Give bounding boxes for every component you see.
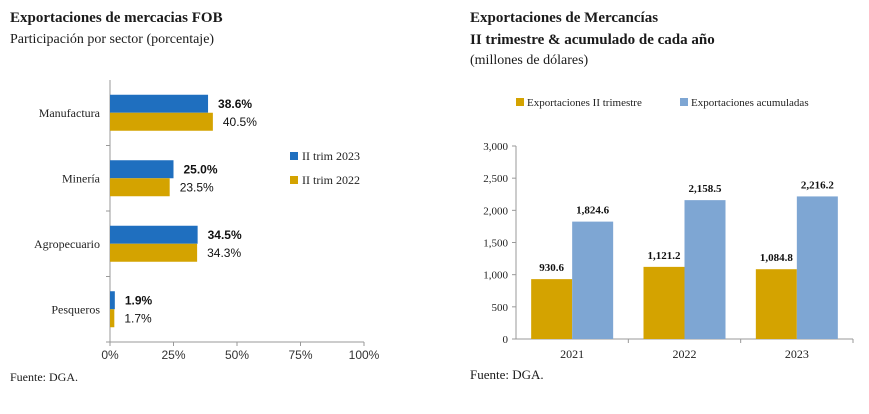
legend-label: II trim 2022	[302, 173, 360, 187]
right-chart-title: Exportaciones de Mercancías	[470, 10, 659, 26]
legend-label: II trim 2023	[302, 149, 360, 163]
bar	[572, 221, 614, 339]
data-label: 34.5%	[208, 228, 242, 242]
left-chart-subtitle: Participación por sector (porcentaje)	[10, 32, 215, 47]
data-label: 1.9%	[125, 293, 153, 307]
data-label: 40.5%	[223, 115, 257, 129]
data-label: 25.0%	[184, 162, 218, 176]
category-label: 2021	[560, 347, 584, 361]
sector-share-chart: 0% 25% 50% 75% 100% Manufactura 38.6% 40.5% Mine…	[34, 80, 380, 362]
x-tick-label: 50%	[225, 348, 249, 362]
bar	[110, 225, 198, 244]
bar	[110, 160, 174, 179]
data-label: 1,824.6	[576, 205, 610, 217]
y-tick-label: 0	[503, 334, 509, 346]
bar	[110, 112, 213, 131]
bar	[755, 269, 797, 339]
category-label: Agropecuario	[34, 237, 100, 251]
left-source-note: Fuente: DGA.	[10, 370, 78, 384]
y-tick-label: 500	[492, 302, 509, 314]
data-label: 38.6%	[218, 97, 252, 111]
right-source-note: Fuente: DGA.	[470, 367, 544, 382]
data-label: 23.5%	[180, 180, 214, 194]
bar	[796, 196, 838, 339]
bar	[110, 178, 170, 197]
data-label: 1,121.2	[648, 250, 682, 262]
data-label: 2,158.5	[689, 183, 723, 195]
bar	[684, 200, 726, 339]
bar	[110, 243, 198, 262]
right-chart-panel: Exportaciones de Mercancías II trimestre…	[440, 0, 869, 414]
x-tick-label: 75%	[288, 348, 312, 362]
right-chart-title-line2: II trimestre & acumulado de cada año	[470, 32, 715, 48]
legend-swatch	[516, 98, 524, 106]
data-label: 1.7%	[124, 311, 152, 325]
x-tick-label: 25%	[161, 348, 185, 362]
exports-quarterly-chart: 0 500 1,000 1,500 2,000 2,500 3,000 2021 930.6 1,…	[483, 97, 854, 361]
x-tick-label: 0%	[101, 348, 119, 362]
right-chart-units: (millones de dólares)	[470, 53, 589, 68]
y-tick-label: 3,000	[483, 141, 508, 153]
legend-swatch	[290, 176, 298, 184]
data-label: 1,084.8	[760, 252, 794, 264]
category-label: 2023	[785, 347, 809, 361]
legend-swatch	[290, 152, 298, 160]
category-label: Manufactura	[39, 106, 101, 120]
data-label: 930.6	[539, 262, 564, 274]
y-tick-label: 2,500	[483, 173, 508, 185]
data-label: 2,216.2	[801, 179, 835, 191]
bar	[110, 309, 115, 328]
left-chart-panel: Exportaciones de mercacias FOB Participa…	[0, 0, 430, 414]
legend-label: Exportaciones II trimestre	[527, 97, 642, 109]
bar	[110, 291, 115, 310]
category-label: Pesqueros	[51, 302, 100, 316]
y-tick-label: 1,500	[483, 238, 508, 250]
left-chart-title: Exportaciones de mercacias FOB	[10, 10, 223, 26]
bar	[110, 94, 209, 113]
data-label: 34.3%	[207, 246, 241, 260]
y-tick-label: 2,000	[483, 205, 508, 217]
bar	[643, 266, 685, 339]
category-label: Minería	[62, 171, 101, 185]
bar	[531, 279, 573, 339]
y-tick-label: 1,000	[483, 270, 508, 282]
category-label: 2022	[673, 347, 697, 361]
legend-swatch	[680, 98, 688, 106]
legend-label: Exportaciones acumuladas	[691, 97, 809, 109]
x-tick-label: 100%	[349, 348, 380, 362]
